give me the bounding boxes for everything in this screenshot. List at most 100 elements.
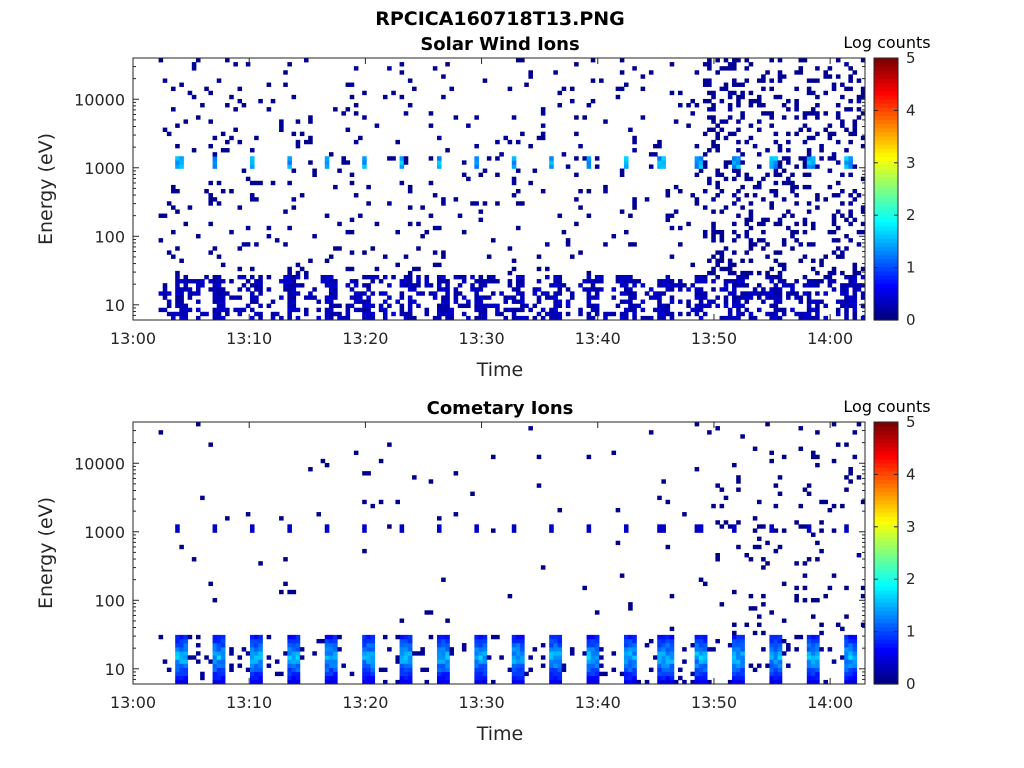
heatmap-cell (732, 663, 737, 668)
heatmap-cell (711, 266, 716, 272)
heatmap-cell (374, 274, 380, 280)
colorbar-step (874, 577, 898, 583)
heatmap-cell (761, 287, 766, 292)
heatmap-cell (698, 274, 704, 280)
heatmap-cell (848, 139, 853, 145)
colorbar-step (874, 189, 898, 194)
heatmap-cell (777, 491, 783, 496)
heatmap-cell (657, 143, 662, 149)
heatmap-cell (166, 291, 172, 296)
heatmap-cell (856, 422, 862, 427)
heatmap-cell (702, 667, 708, 673)
heatmap-cell (287, 295, 292, 300)
heatmap-cell (702, 295, 708, 300)
heatmap-cell (694, 160, 700, 165)
heatmap-cell (515, 659, 521, 664)
heatmap-cell (702, 291, 708, 296)
heatmap-cell (810, 135, 816, 141)
heatmap-cell (536, 454, 542, 460)
heatmap-cell (295, 659, 301, 664)
heatmap-cell (436, 279, 442, 284)
heatmap-cell (599, 671, 604, 677)
heatmap-cell (324, 659, 330, 664)
heatmap-cell (466, 176, 471, 182)
heatmap-cell (399, 180, 405, 186)
heatmap-cell (777, 58, 783, 63)
heatmap-cell (191, 62, 197, 67)
heatmap-cell (594, 647, 600, 652)
heatmap-cell (777, 667, 783, 673)
heatmap-cell (270, 315, 276, 321)
heatmap-cell (495, 307, 500, 313)
heatmap-cell (457, 303, 463, 309)
heatmap-cell (698, 287, 704, 292)
heatmap-cell (212, 152, 218, 157)
heatmap-cell (175, 274, 180, 280)
x-tick-label: 13:50 (691, 693, 737, 712)
heatmap-cell (254, 679, 259, 685)
colorbar-step (874, 262, 898, 268)
heatmap-cell (740, 659, 745, 664)
heatmap-cell (835, 254, 841, 259)
heatmap-cell (195, 283, 201, 288)
heatmap-cell (249, 295, 255, 300)
heatmap-cell (216, 679, 222, 685)
heatmap-cell (761, 176, 766, 182)
heatmap-cell (736, 315, 741, 321)
heatmap-cell (179, 647, 184, 652)
heatmap-cell (844, 614, 849, 619)
heatmap-cell (761, 238, 766, 243)
heatmap-cell (590, 667, 596, 673)
heatmap-cell (212, 524, 218, 529)
heatmap-cell (557, 634, 563, 640)
heatmap-cell (844, 487, 849, 492)
heatmap-cell (520, 638, 525, 644)
heatmap-cell (445, 299, 450, 304)
heatmap-cell (756, 663, 762, 668)
heatmap-cell (320, 274, 326, 280)
heatmap-cell (491, 634, 496, 640)
heatmap-cell (653, 307, 658, 313)
heatmap-cell (860, 221, 866, 227)
heatmap-cell (856, 283, 862, 288)
heatmap-cell (648, 667, 654, 673)
heatmap-cell (607, 311, 612, 317)
colorbar-step (874, 148, 898, 153)
heatmap-cell (790, 234, 795, 239)
heatmap-cell (707, 176, 712, 182)
heatmap-cell (333, 659, 338, 664)
heatmap-cell (254, 295, 259, 300)
colorbar-step (874, 479, 898, 485)
heatmap-cell (212, 679, 218, 685)
heatmap-cell (249, 647, 255, 652)
heatmap-cell (195, 643, 201, 648)
heatmap-cell (619, 168, 625, 173)
heatmap-cell (387, 295, 392, 300)
heatmap-cell (503, 307, 509, 313)
heatmap-cell (831, 573, 837, 578)
heatmap-cell (715, 520, 720, 525)
heatmap-cell (790, 246, 795, 251)
heatmap-cell (520, 291, 525, 296)
heatmap-cell (831, 266, 837, 272)
heatmap-cell (291, 638, 297, 644)
heatmap-cell (835, 58, 841, 63)
heatmap-cell (245, 279, 251, 284)
heatmap-cell (366, 184, 371, 190)
heatmap-cell (590, 307, 596, 313)
heatmap-cell (362, 250, 367, 255)
heatmap-cell (740, 675, 745, 681)
heatmap-cell (761, 197, 766, 202)
heatmap-cell (769, 295, 774, 300)
heatmap-cell (333, 246, 338, 251)
heatmap-cell (407, 189, 413, 194)
heatmap-cell (225, 58, 230, 63)
heatmap-cell (844, 524, 849, 529)
heatmap-cell (723, 495, 729, 501)
heatmap-cell (362, 499, 367, 505)
heatmap-cell (399, 643, 405, 648)
heatmap-cell (844, 585, 849, 591)
heatmap-cell (669, 254, 675, 259)
heatmap-cell (623, 283, 629, 288)
heatmap-cell (312, 234, 317, 239)
